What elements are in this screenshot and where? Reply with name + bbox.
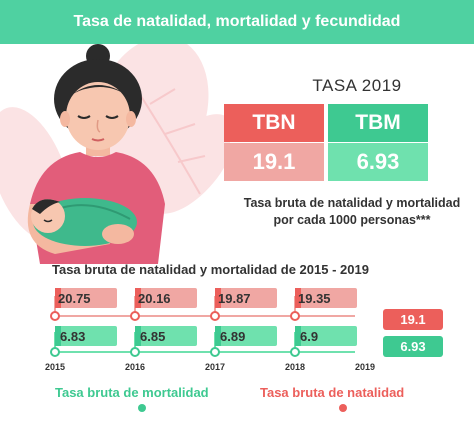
mortalidad-box-accent (135, 326, 141, 346)
year-label: 2019 (355, 362, 375, 372)
natalidad-box (215, 288, 277, 308)
mortalidad-box (295, 326, 357, 346)
mortalidad-box-accent (295, 326, 301, 346)
tbn-label-box: TBN (224, 104, 324, 142)
natalidad-box (55, 288, 117, 308)
natalidad-box-accent (215, 288, 221, 308)
tbm-value-box: 6.93 (328, 143, 428, 181)
natalidad-label: 20.16 (138, 291, 171, 306)
mortalidad-box-accent (55, 326, 61, 346)
year-label: 2017 (205, 362, 225, 372)
tbn-label: TBN (252, 111, 296, 134)
natalidad-box (135, 288, 197, 308)
year-label: 2018 (285, 362, 305, 372)
natalidad-label: 20.75 (58, 291, 91, 306)
natalidad-box-accent (295, 288, 301, 308)
year-label: 2016 (125, 362, 145, 372)
mortalidad-point (210, 347, 220, 357)
mortalidad-box-accent (215, 326, 221, 346)
mortalidad-label: 6.89 (220, 329, 245, 344)
tbm-value: 6.93 (356, 149, 400, 174)
natalidad-point (290, 311, 300, 321)
tbm-label-box: TBM (328, 104, 428, 142)
natalidad-box-2019 (383, 309, 443, 330)
tbn-value-box: 19.1 (224, 143, 324, 181)
mother-baby-illustration (0, 44, 230, 264)
page-header: Tasa de natalidad, mortalidad y fecundid… (0, 0, 474, 44)
natalidad-box (295, 288, 357, 308)
kpi-title: TASA 2019 (312, 76, 402, 95)
tbm-label: TBM (355, 111, 401, 134)
natalidad-box-accent (135, 288, 141, 308)
mortalidad-box (55, 326, 117, 346)
year-label: 2015 (45, 362, 65, 372)
mortalidad-box (135, 326, 197, 346)
natalidad-label: 19.35 (298, 291, 331, 306)
mortalidad-point (50, 347, 60, 357)
mortalidad-label: 6.85 (140, 329, 165, 344)
kpi-note: Tasa bruta de natalidad y mortalidad por… (230, 195, 474, 229)
natalidad-point (130, 311, 140, 321)
natalidad-box-accent (55, 288, 61, 308)
mortalidad-label: 6.93 (400, 339, 425, 354)
mortalidad-box-2019 (383, 336, 443, 357)
mortalidad-label: 6.83 (60, 329, 85, 344)
face (66, 82, 130, 150)
page-title: Tasa de natalidad, mortalidad y fecundid… (73, 13, 401, 30)
natalidad-point (50, 311, 60, 321)
legend-natalidad: Tasa bruta de natalidad (260, 385, 405, 400)
kpi-note-line1: Tasa bruta de natalidad y mortalidad (243, 196, 461, 210)
mortalidad-label: 6.9 (300, 329, 318, 344)
mortalidad-point (290, 347, 300, 357)
mortalidad-point (130, 347, 140, 357)
natalidad-label: 19.1 (400, 312, 425, 327)
natalidad-label: 19.87 (218, 291, 251, 306)
mortalidad-box (215, 326, 277, 346)
legend-mortalidad: Tasa bruta de mortalidad (55, 385, 209, 400)
tbn-value: 19.1 (252, 149, 296, 174)
natalidad-point (210, 311, 220, 321)
kpi-note-line2: por cada 1000 personas*** (273, 213, 431, 227)
timeline-title: Tasa bruta de natalidad y mortalidad de … (52, 262, 369, 277)
